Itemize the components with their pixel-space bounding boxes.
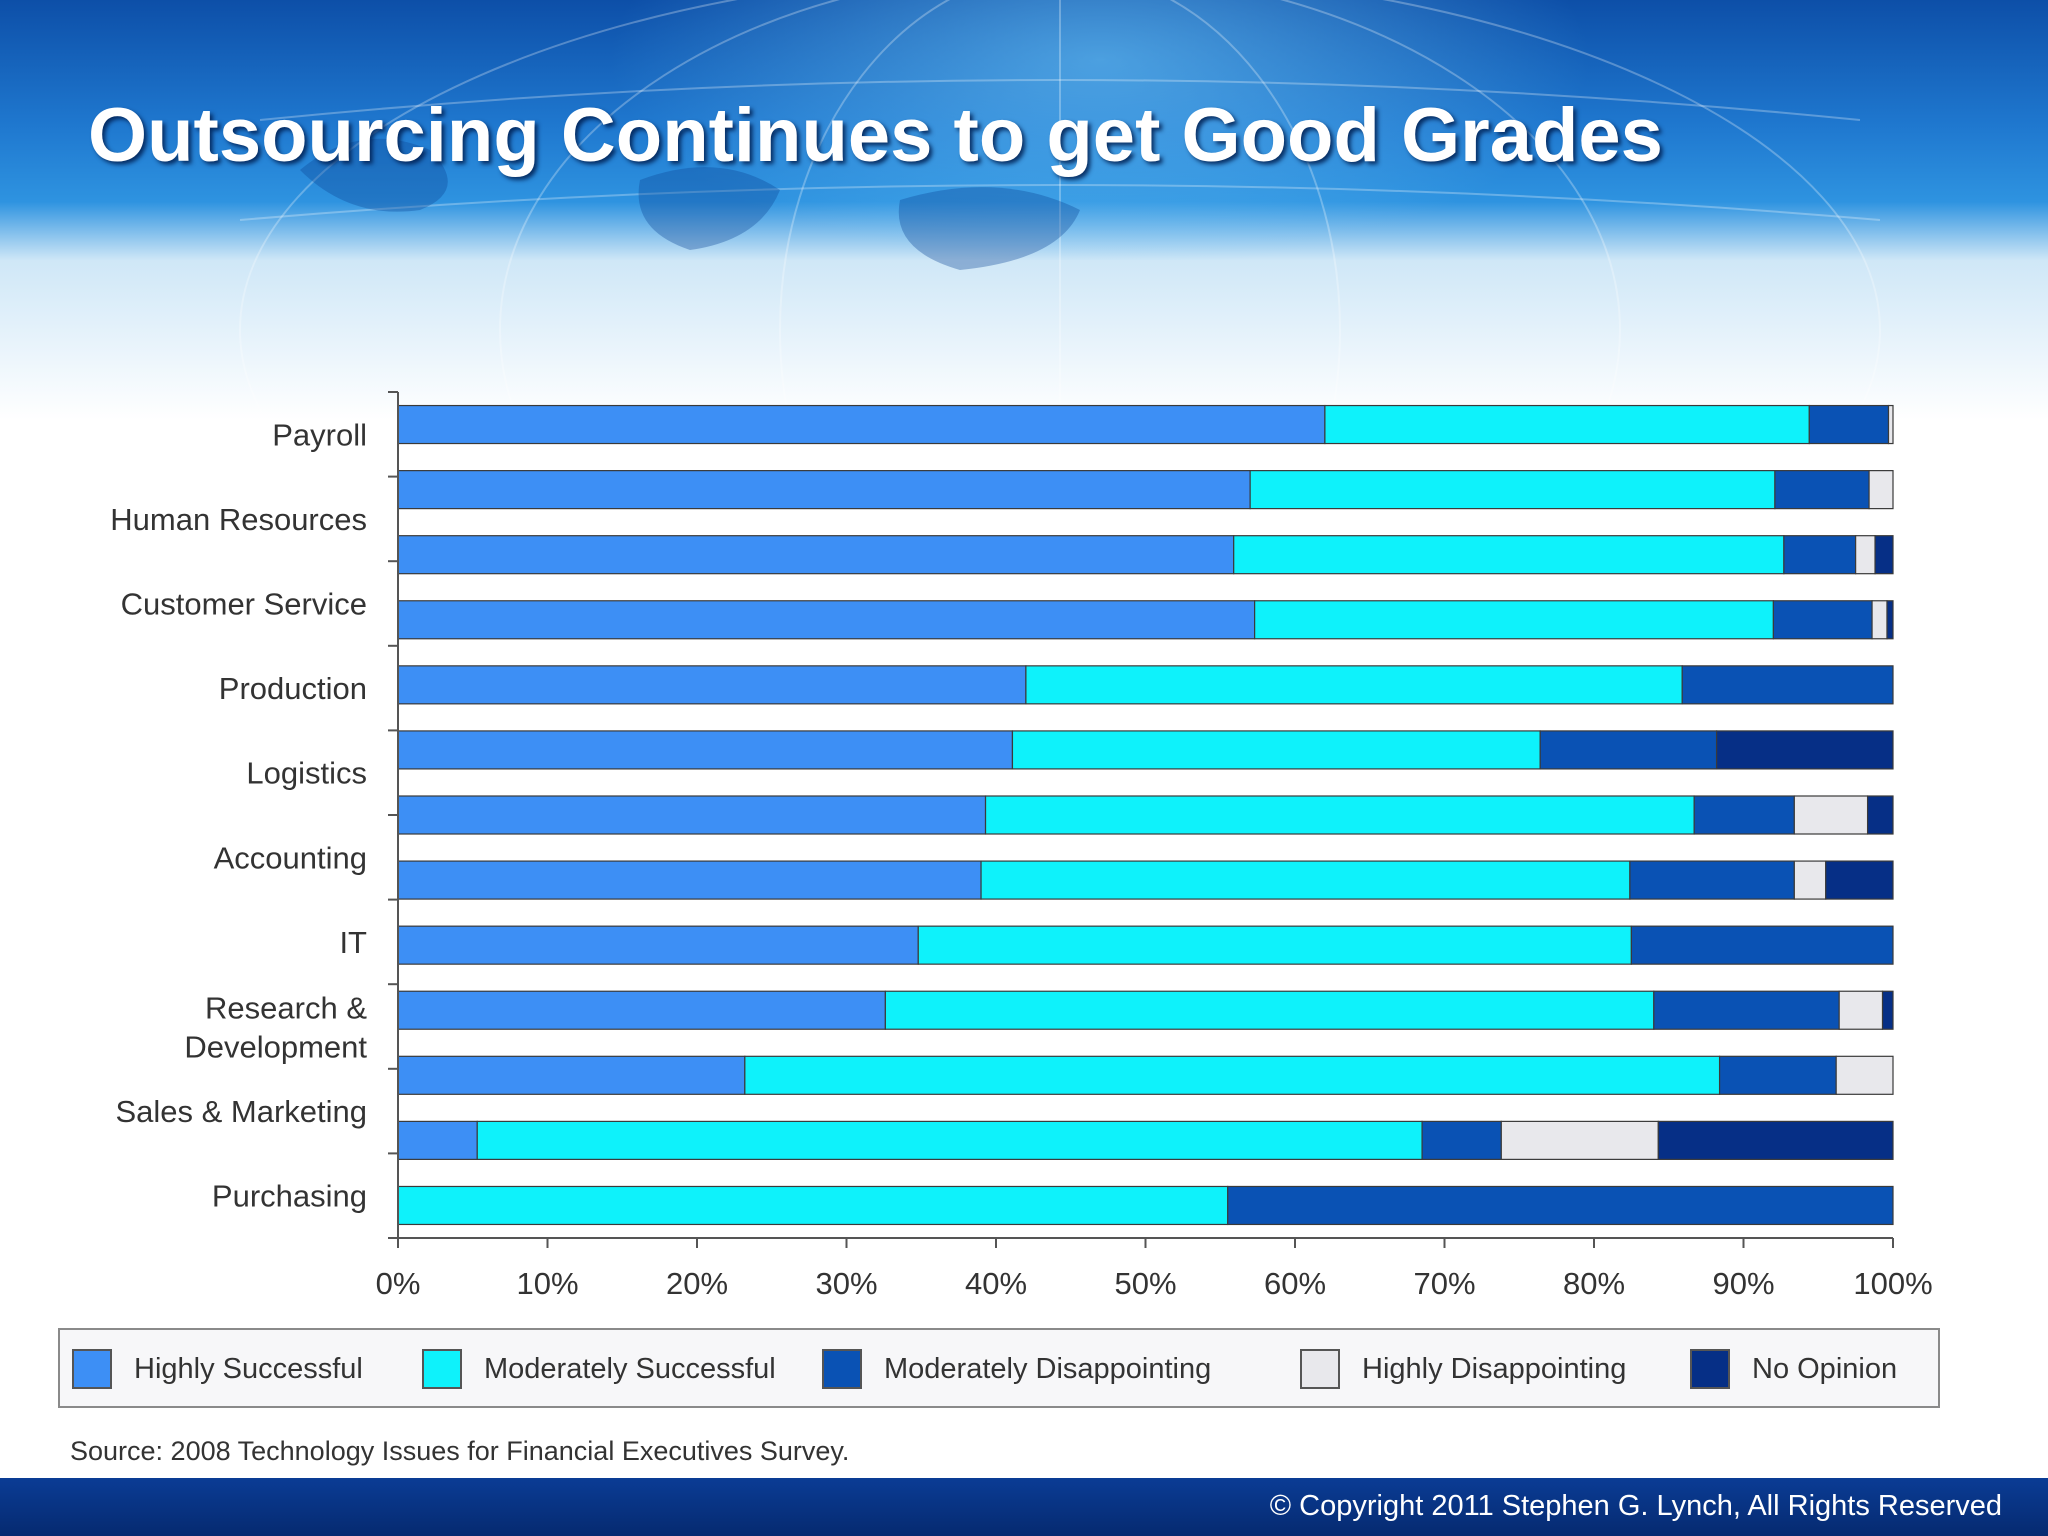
category-label-9: Sales & Marketing	[115, 1094, 367, 1129]
x-tick-label-0: 0%	[376, 1266, 421, 1301]
bar-segment-5-series-1	[397, 665, 1027, 705]
x-tick-label-10: 100%	[1853, 1266, 1932, 1301]
legend-item-5: No Opinion	[1690, 1348, 1897, 1390]
bar-segment-7-series-4	[1793, 795, 1869, 835]
bar-segment-4-series-3	[1772, 600, 1873, 640]
legend-label-4: Highly Disappointing	[1362, 1352, 1627, 1385]
bar-segment-9-series-3	[1630, 925, 1894, 965]
bar-segment-7-series-2	[984, 795, 1695, 835]
bar-segment-7-series-5	[1866, 795, 1894, 835]
bar-segment-4-series-5	[1886, 600, 1894, 640]
legend-swatch-3	[822, 1349, 862, 1389]
bar-segment-3-series-5	[1874, 535, 1894, 575]
bar-segment-2-series-3	[1774, 470, 1870, 510]
bar-segment-1-series-1	[397, 404, 1326, 445]
bar-segment-12-series-4	[1500, 1120, 1659, 1160]
category-label-2: Human Resources	[110, 502, 367, 537]
x-tick-label-8: 80%	[1563, 1266, 1625, 1301]
bar-segment-12-series-5	[1657, 1120, 1894, 1160]
bar-segment-10-series-5	[1881, 990, 1894, 1030]
bar-segment-1-series-3	[1808, 404, 1890, 445]
bar-segment-12-series-2	[476, 1120, 1423, 1160]
bar-segment-4-series-4	[1871, 600, 1888, 640]
legend-label-5: No Opinion	[1752, 1352, 1898, 1385]
bar-segment-8-series-1	[397, 860, 982, 900]
slide-title: Outsourcing Continues to get Good Grades	[88, 93, 1663, 178]
bar-segment-5-series-2	[1025, 665, 1683, 705]
bar-segment-9-series-2	[917, 925, 1632, 965]
bar-segment-2-series-2	[1249, 470, 1776, 510]
category-label-1: Payroll	[272, 417, 367, 452]
bar-segment-11-series-3	[1718, 1055, 1837, 1095]
x-tick-label-9: 90%	[1712, 1266, 1774, 1301]
bar-segment-9-series-1	[397, 925, 919, 965]
bar-segment-6-series-5	[1715, 730, 1894, 770]
category-label-3: Customer Service	[121, 587, 367, 622]
x-tick-label-4: 40%	[965, 1266, 1027, 1301]
bar-segment-8-series-2	[980, 860, 1631, 900]
bar-segment-12-series-1	[397, 1120, 478, 1160]
bar-segment-4-series-1	[397, 600, 1256, 640]
stacked-bar-chart: 0% 10% 20% 30% 40% 50% 60% 70% 80% 90% 100% Payroll…	[110, 391, 1933, 1301]
bar-segment-11-series-4	[1835, 1055, 1894, 1095]
legend-label-1: Highly Successful	[134, 1352, 363, 1385]
bar-segment-7-series-1	[397, 795, 987, 835]
bar-segment-6-series-1	[397, 730, 1014, 770]
legend-swatch-1	[72, 1349, 112, 1389]
legend-swatch-5	[1690, 1349, 1730, 1389]
bar-segment-13-series-3	[1227, 1185, 1894, 1226]
legend-swatch-2	[422, 1349, 462, 1389]
bar-segment-10-series-4	[1838, 990, 1884, 1030]
category-label-10: Purchasing	[212, 1179, 367, 1214]
legend-label-2: Moderately Successful	[484, 1352, 776, 1385]
legend-item-2: Moderately Successful	[422, 1348, 776, 1390]
bar-segment-10-series-1	[397, 990, 886, 1030]
x-tick-label-3: 30%	[815, 1266, 877, 1301]
legend-swatch-4	[1300, 1349, 1340, 1389]
category-label-7: IT	[339, 925, 367, 960]
bar-segment-6-series-3	[1539, 730, 1718, 770]
x-tick-label-2: 20%	[666, 1266, 728, 1301]
bar-segment-5-series-3	[1681, 665, 1894, 705]
legend-item-1: Highly Successful	[72, 1348, 363, 1390]
chart-legend: Highly Successful Moderately Successful Mo…	[58, 1328, 1940, 1408]
category-label-4: Production	[219, 671, 367, 706]
bar-segment-2-series-1	[397, 470, 1251, 510]
category-label-5: Logistics	[246, 756, 367, 791]
copyright-text: © Copyright 2011 Stephen G. Lynch, All R…	[1269, 1490, 2002, 1522]
bar-segment-3-series-2	[1233, 535, 1785, 575]
bar-segment-1-series-4	[1887, 404, 1894, 445]
x-tick-label-1: 10%	[516, 1266, 578, 1301]
bar-segment-13-series-2	[397, 1185, 1229, 1226]
category-label-6: Accounting	[214, 840, 367, 875]
bar-segment-3-series-4	[1855, 535, 1876, 575]
bar-segment-8-series-4	[1793, 860, 1827, 900]
source-note: Source: 2008 Technology Issues for Finan…	[70, 1436, 850, 1466]
bar-segment-11-series-2	[744, 1055, 1721, 1095]
bar-segment-10-series-2	[884, 990, 1655, 1030]
bar-segment-11-series-1	[397, 1055, 746, 1095]
bar-segment-8-series-5	[1825, 860, 1894, 900]
x-tick-label-6: 60%	[1264, 1266, 1326, 1301]
legend-item-4: Highly Disappointing	[1300, 1348, 1626, 1390]
header-glow	[0, 0, 2048, 260]
bar-segment-3-series-3	[1783, 535, 1857, 575]
globe-graphic	[239, 0, 1881, 420]
bar-segment-10-series-3	[1653, 990, 1840, 1030]
x-tick-label-7: 70%	[1413, 1266, 1475, 1301]
bar-segment-4-series-2	[1254, 600, 1775, 640]
bar-segment-3-series-1	[397, 535, 1235, 575]
legend-label-3: Moderately Disappointing	[884, 1352, 1212, 1385]
footer-bar: © Copyright 2011 Stephen G. Lynch, All R…	[0, 1478, 2048, 1536]
bar-segment-12-series-3	[1421, 1120, 1502, 1160]
bar-segment-7-series-3	[1693, 795, 1795, 835]
category-label-8: Research & Development	[184, 991, 367, 1065]
legend-item-3: Moderately Disappointing	[822, 1348, 1211, 1390]
bar-segment-1-series-2	[1324, 404, 1810, 445]
x-tick-label-5: 50%	[1114, 1266, 1176, 1301]
bar-segment-8-series-3	[1629, 860, 1795, 900]
bar-segment-2-series-4	[1868, 470, 1894, 510]
bar-segment-6-series-2	[1011, 730, 1541, 770]
